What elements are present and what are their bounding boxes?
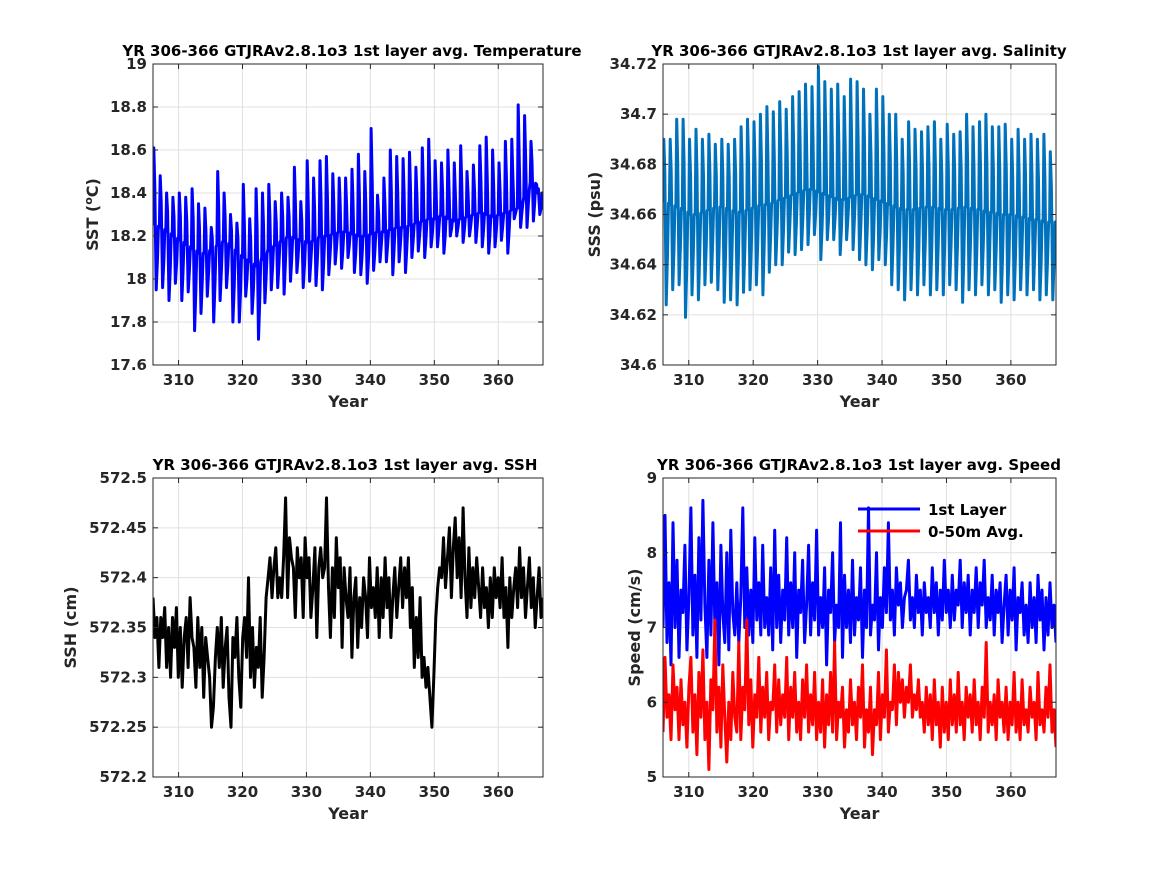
series-line-1 [663, 65, 1056, 319]
x-tick-label: 340 [866, 783, 897, 801]
y-axis-label: SSS (psu) [585, 172, 604, 258]
axes-box [152, 63, 544, 366]
x-tick-label: 330 [802, 371, 833, 389]
y-tick-label: 18.8 [110, 98, 147, 116]
series-line-0-50m-avg- [663, 618, 1056, 771]
x-axis-label: Year [839, 804, 880, 823]
x-tick-label: 360 [995, 783, 1026, 801]
x-tick-label: 350 [931, 783, 962, 801]
y-tick-label: 34.72 [610, 55, 657, 73]
x-tick-label: 340 [355, 783, 386, 801]
x-tick-label: 340 [866, 371, 897, 389]
chart-panel-2: 310 320 330 340 350 360 34.6 34.62 34.64 34.66 34.… [585, 42, 1067, 411]
y-tick-label: 18 [126, 270, 147, 288]
y-tick-label: 18.2 [110, 227, 147, 245]
x-tick-label: 310 [163, 783, 194, 801]
chart-panel-4: 310 320 330 340 350 360 5 6 7 8 9YR 306-366 GTJRAv… [625, 456, 1061, 823]
y-tick-label: 34.66 [610, 206, 657, 224]
series-line-1 [153, 103, 543, 341]
y-tick-label: 572.4 [100, 569, 147, 587]
x-tick-label: 310 [163, 371, 194, 389]
x-tick-label: 350 [419, 371, 450, 389]
y-axis-label: SST (oC) [82, 178, 102, 251]
y-tick-label: 34.62 [610, 306, 657, 324]
x-tick-label: 330 [291, 783, 322, 801]
y-axis-label: Speed (cm/s) [625, 569, 644, 687]
series-line-1st-layer [663, 498, 1056, 667]
y-tick-label: 572.3 [100, 668, 147, 686]
y-tick-label: 572.45 [89, 519, 147, 537]
y-tick-label: 572.2 [100, 768, 147, 786]
y-tick-label: 34.68 [610, 155, 657, 173]
x-tick-label: 350 [931, 371, 962, 389]
y-tick-label: 8 [647, 544, 657, 562]
x-tick-label: 320 [738, 371, 769, 389]
x-tick-label: 340 [355, 371, 386, 389]
x-tick-label: 360 [483, 371, 514, 389]
y-tick-label: 572.25 [89, 718, 147, 736]
chart-panel-1: 310 320 330 340 350 360 17.6 17.8 18 18.2 18.4 18.6… [82, 42, 582, 411]
legend: 1st Layer 0-50m Avg. [858, 501, 1024, 541]
y-tick-label: 17.8 [110, 313, 147, 331]
x-tick-label: 310 [673, 783, 704, 801]
x-tick-label: 320 [738, 783, 769, 801]
y-tick-label: 6 [647, 693, 657, 711]
x-tick-label: 320 [227, 371, 258, 389]
x-tick-label: 350 [419, 783, 450, 801]
x-tick-label: 330 [802, 783, 833, 801]
y-tick-label: 34.7 [620, 105, 657, 123]
y-tick-label: 18.4 [110, 184, 147, 202]
chart-title: YR 306-366 GTJRAv2.8.1o3 1st layer avg. … [152, 456, 538, 474]
x-tick-label: 360 [995, 371, 1026, 389]
y-tick-label: 19 [126, 55, 147, 73]
legend-label: 1st Layer [928, 501, 1007, 519]
y-tick-label: 572.5 [100, 469, 147, 487]
chart-panel-3: 310 320 330 340 350 360 572.2 572.25 572.3 572.35… [61, 456, 544, 823]
x-tick-label: 320 [227, 783, 258, 801]
y-axis-label: SSH (cm) [61, 586, 80, 668]
x-axis-label: Year [327, 804, 368, 823]
chart-title: YR 306-366 GTJRAv2.8.1o3 1st layer avg. … [650, 42, 1067, 60]
y-tick-label: 9 [647, 469, 657, 487]
x-axis-label: Year [327, 392, 368, 411]
x-axis-label: Year [839, 392, 880, 411]
x-tick-label: 360 [483, 783, 514, 801]
legend-label: 0-50m Avg. [928, 523, 1024, 541]
y-tick-label: 18.6 [110, 141, 147, 159]
chart-title: YR 306-366 GTJRAv2.8.1o3 1st layer avg. … [656, 456, 1061, 474]
y-tick-label: 572.35 [89, 619, 147, 637]
x-tick-label: 310 [673, 371, 704, 389]
y-tick-label: 5 [647, 768, 657, 786]
y-tick-label: 34.64 [610, 256, 657, 274]
y-tick-label: 17.6 [110, 356, 147, 374]
x-tick-label: 330 [291, 371, 322, 389]
y-tick-label: 34.6 [620, 356, 657, 374]
series-line-1 [153, 496, 543, 729]
chart-title: YR 306-366 GTJRAv2.8.1o3 1st layer avg. … [121, 42, 581, 60]
y-tick-label: 7 [647, 619, 657, 637]
